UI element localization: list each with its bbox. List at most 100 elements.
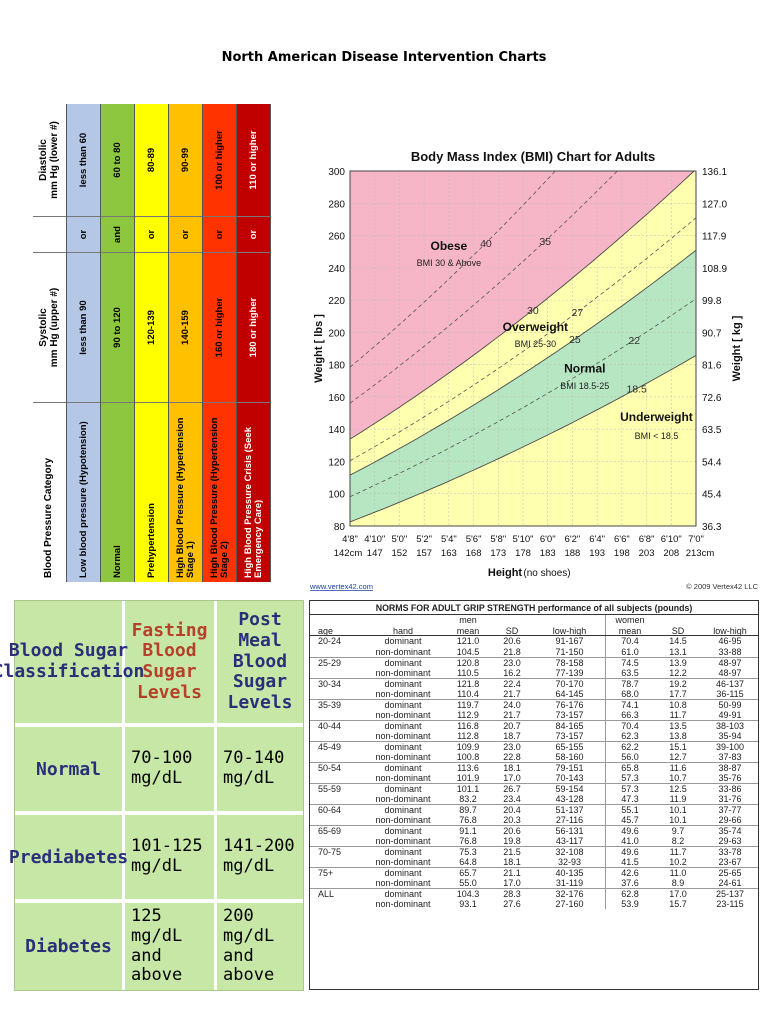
grip-cell-men-sd: 20.3 [503,814,521,825]
bmi-line-label: 30 [527,305,539,317]
grip-cell-men-sd: 27.6 [503,898,521,909]
bs-row-normal: Normal 70-100 mg/dL 70-140 mg/dL [15,727,303,811]
grip-cell-women-mean: 78.7 [621,679,639,689]
bs-fasting-prediabetes: 101-125 mg/dL [125,815,217,899]
bp-header-systolic: Systolic mm Hg (upper #) [33,252,66,402]
bs-post-normal: 70-140 mg/dL [223,748,285,788]
bs-header-row: Blood Sugar Classification Fasting Blood… [0,601,303,723]
x-tick-label-cm: 163 [441,548,457,559]
bp-cell-systolic: 160 or higher [203,252,236,402]
x-tick-label-cm: 198 [614,548,630,559]
grip-cell-hand: non-dominant [375,688,431,699]
x-tick-label-ft: 6'0" [540,534,556,545]
x-axis-label: Height [488,567,523,579]
bp-row: High Blood Pressure Crisis (Seek Emergen… [237,104,271,582]
grip-cell-men-mean: 112.8 [457,730,479,741]
grip-cell-men-range: 78-158 [534,658,606,668]
grip-col-men-sd: SD [505,625,519,635]
grip-cell-men-mean: 104.3 [456,889,480,899]
grip-cell-men-mean: 113.6 [457,763,479,773]
grip-cell-age [310,878,360,889]
grip-cell-hand: non-dominant [375,856,431,867]
grip-cell-women-range: 49-91 [718,709,742,720]
bs-separator [15,899,303,903]
bp-cell-diastolic: 80-89 [145,147,157,173]
y-tick-label: 140 [328,425,345,436]
region-sublabel: BMI < 18.5 [635,431,679,441]
grip-cell-men-mean: 91.1 [459,826,477,836]
grip-cell-women-mean: 56.0 [621,751,639,762]
grip-cell-men-range: 40-135 [534,868,606,878]
grip-cell-age [310,668,360,679]
grip-cell-men-range: 59-154 [534,784,606,794]
y-axis-label-right: Weight [ kg ] [731,315,743,381]
grip-cell-women-sd: 10.2 [669,856,687,867]
bp-cell-diastolic: 90-99 [179,147,191,173]
y-tick-label-kg: 36.3 [702,522,722,533]
grip-cell-men-range: 70-170 [534,679,606,689]
grip-cell-women-mean: 70.4 [621,721,639,731]
grip-row: non-dominant 104.5 21.8 71-150 61.0 13.1 33-88 [310,646,758,658]
bp-header-diastolic: Diastolic mm Hg (lower #) [38,121,60,199]
grip-cell-men-sd: 17.0 [503,772,521,783]
grip-cell-hand: non-dominant [375,814,431,825]
grip-cell-age: 65-69 [318,826,342,836]
grip-cell-age [310,752,360,763]
grip-cell-age [310,647,360,658]
grip-cell-men-range: 79-151 [534,763,606,773]
x-tick-label-ft: 4'10" [364,534,385,545]
grip-cell-women-range: 33-86 [718,784,742,794]
grip-cell-hand: dominant [384,889,422,899]
grip-cell-women-sd: 13.9 [669,658,687,668]
grip-cell-men-sd: 21.7 [503,688,521,699]
grip-cell-men-range: 73-157 [534,709,606,720]
bmi-curve-18-5 [350,355,696,523]
x-tick-label-cm: 183 [540,548,556,559]
grip-cell-women-mean: 70.4 [621,636,639,646]
x-tick-label-cm: 168 [466,548,482,559]
bs-row-prediabetes: Prediabetes 101-125 mg/dL 141-200 mg/dL [9,815,303,899]
grip-row: 20-24 dominant 121.0 20.6 91-167 70.4 14.5 46-9… [310,636,758,647]
grip-cell-men-range: 64-145 [534,688,606,699]
bmi-line-label: 27 [572,307,584,319]
grip-cell-hand: dominant [384,679,422,689]
bp-cell-conj: or [135,216,168,252]
grip-row: non-dominant 110.4 21.7 64-145 68.0 17.7 36-11… [310,688,758,699]
grip-cell-women-range: 38-103 [715,721,745,731]
y-tick-label: 240 [328,264,345,275]
grip-cell-women-mean: 53.9 [621,898,639,909]
bp-cell-category: High Blood Pressure (Hypertension Stage … [203,402,236,582]
y-tick-label: 200 [328,328,345,339]
grip-cell-women-range: 35-94 [718,730,742,741]
region-label: Normal [564,362,605,376]
grip-cell-women-range: 33-78 [718,847,742,857]
grip-group-row: men women [310,615,758,626]
copyright-text: © 2009 Vertex42 LLC [686,582,758,591]
y-tick-label: 260 [328,232,345,243]
x-tick-label-ft: 7'0" [688,534,704,545]
grip-cell-age [310,731,360,742]
grip-cell-men-sd: 22.8 [503,751,521,762]
bs-label-normal: Normal [15,727,125,811]
grip-cell-age: 35-39 [318,700,342,710]
grip-cell-women-mean: 62.2 [621,742,639,752]
grip-cell-women-sd: 8.2 [671,835,685,846]
grip-cell-women-sd: 10.7 [669,772,687,783]
grip-cell-hand: dominant [384,868,422,878]
grip-cell-hand: dominant [384,658,422,668]
grip-cell-age [310,815,360,826]
grip-cell-women-range: 48-97 [718,667,742,678]
grip-cell-age [310,794,360,805]
grip-cell-men-range: 32-176 [534,889,606,899]
grip-cell-women-sd: 17.0 [669,889,687,899]
grip-cell-men-range: 51-137 [534,805,606,815]
grip-cell-age: 45-49 [318,742,342,752]
y-tick-label: 300 [328,167,345,178]
bp-cell-conj: or [67,216,100,252]
x-tick-label-cm: 142cm [334,548,363,559]
grip-cell-women-range: 29-63 [718,835,742,846]
grip-cell-women-mean: 62.8 [621,889,639,899]
grip-cell-women-sd: 11.7 [669,709,687,720]
bmi-curve-35 [350,171,618,404]
bp-header-category: Blood Pressure Category [33,402,66,582]
